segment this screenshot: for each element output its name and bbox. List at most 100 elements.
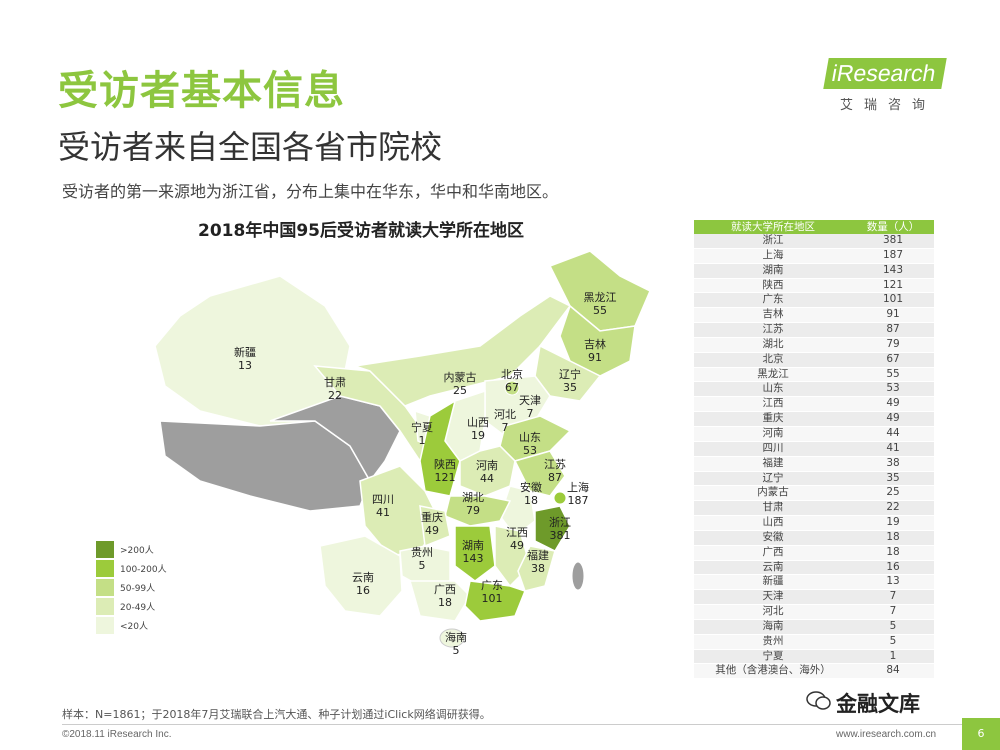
cell-count: 187 <box>882 248 904 261</box>
cell-count: 49 <box>886 412 900 425</box>
cell-region: 湖北 <box>762 337 784 350</box>
map-label-value: 35 <box>563 381 577 394</box>
cell-region: 海南 <box>762 619 784 632</box>
cell-region: 北京 <box>762 352 784 365</box>
map-label-name: 江苏 <box>544 458 566 471</box>
table-row: 云南 16 <box>694 560 934 576</box>
cell-region: 湖南 <box>762 263 784 276</box>
cell-count: 38 <box>886 456 900 469</box>
table-row: 江西 49 <box>694 397 934 413</box>
map-label-value: 22 <box>328 389 342 402</box>
cell-count: 143 <box>882 263 904 276</box>
table-row: 北京 67 <box>694 352 934 368</box>
cell-count: 25 <box>886 486 900 499</box>
table-row: 安徽 18 <box>694 530 934 546</box>
table-row: 甘肃 22 <box>694 501 934 517</box>
cell-count: 44 <box>886 426 900 439</box>
table-row: 其他（含港澳台、海外） 84 <box>694 664 934 680</box>
legend-item: 50-99人 <box>96 578 167 597</box>
map-label-name: 福建 <box>527 548 549 562</box>
map-label-name: 上海 <box>567 480 589 494</box>
region-chongqing <box>419 505 451 548</box>
table-row: 吉林 91 <box>694 308 934 324</box>
cell-region: 宁夏 <box>762 649 784 662</box>
map-label-name: 甘肃 <box>324 376 346 389</box>
table-row: 内蒙古 25 <box>694 486 934 502</box>
region-jilin <box>559 304 636 377</box>
map-label-name: 山东 <box>519 431 541 444</box>
cell-region: 贵州 <box>762 634 784 647</box>
cell-region: 吉林 <box>762 308 784 321</box>
legend-swatch <box>96 579 114 596</box>
cell-count: 7 <box>889 605 897 618</box>
chart-title: 2018年中国95后受访者就读大学所在地区 <box>198 221 524 241</box>
cell-count: 101 <box>882 293 904 306</box>
region-guangxi <box>409 580 471 622</box>
map-label-name: 内蒙古 <box>444 370 477 384</box>
legend-item: <20人 <box>96 616 167 635</box>
region-yunnan <box>319 535 403 617</box>
map-label-name: 山西 <box>467 416 489 429</box>
cell-count: 67 <box>886 352 900 365</box>
map-label-value: 49 <box>510 539 524 552</box>
map-label-value: 79 <box>466 504 480 517</box>
cell-region: 安徽 <box>762 530 784 543</box>
map-label-name: 湖北 <box>462 491 484 504</box>
map-label-name: 天津 <box>519 394 541 407</box>
map-label-name: 吉林 <box>584 337 606 351</box>
page-subtitle: 受访者来自全国各省市院校 <box>58 128 443 166</box>
map-label-value: 55 <box>593 304 607 317</box>
table-row: 广东 101 <box>694 293 934 309</box>
china-province-map: 新疆13甘肃22内蒙古25黑龙江55吉林91辽宁35北京67天津7河北7宁夏1山… <box>154 250 651 657</box>
cell-count: 87 <box>886 323 900 336</box>
cell-count: 16 <box>886 560 900 573</box>
cell-count: 79 <box>886 337 900 350</box>
cell-count: 5 <box>889 634 897 647</box>
cell-count: 381 <box>882 234 904 246</box>
region-zhejiang <box>534 505 571 552</box>
cell-region: 河南 <box>762 426 784 439</box>
map-label-name: 广西 <box>434 583 456 596</box>
map-label-name: 河北 <box>494 408 516 421</box>
table-row: 福建 38 <box>694 456 934 472</box>
map-label-value: 5 <box>419 559 426 572</box>
legend-item: >200人 <box>96 540 167 559</box>
region-guangdong <box>464 580 526 622</box>
map-label-name: 陕西 <box>434 457 456 471</box>
table-row: 陕西 121 <box>694 278 934 294</box>
map-label-value: 49 <box>425 524 439 537</box>
map-label-value: 38 <box>531 562 545 575</box>
cell-region: 山西 <box>762 516 784 529</box>
region-beijing <box>504 380 520 396</box>
table-row: 重庆 49 <box>694 412 934 427</box>
region-hainan <box>439 628 465 648</box>
cell-region: 甘肃 <box>762 501 784 514</box>
map-label-value: 121 <box>435 471 456 484</box>
map-label-name: 辽宁 <box>559 367 581 381</box>
map-label-value: 16 <box>356 584 370 597</box>
map-label-name: 广东 <box>481 579 503 592</box>
table-row: 湖南 143 <box>694 263 934 279</box>
legend-item: 20-49人 <box>96 597 167 616</box>
cell-count: 1 <box>889 649 897 662</box>
cell-count: 19 <box>886 516 900 529</box>
watermark-text: 金融文库 <box>836 692 920 716</box>
map-label-name: 湖南 <box>462 539 484 552</box>
map-label-value: 7 <box>527 407 534 420</box>
table-row: 黑龙江 55 <box>694 367 934 383</box>
cell-count: 18 <box>886 530 900 543</box>
map-label-name: 黑龙江 <box>584 291 617 304</box>
map-label-name: 河南 <box>476 459 498 472</box>
logo-brand: iResearch <box>823 58 947 89</box>
table-row: 贵州 5 <box>694 634 934 650</box>
map-label-value: 7 <box>502 421 509 434</box>
map-label-name: 新疆 <box>234 345 256 359</box>
region-shaanxi <box>419 399 461 497</box>
table-row: 湖北 79 <box>694 337 934 353</box>
cell-count: 13 <box>886 575 900 588</box>
cell-region: 内蒙古 <box>757 486 789 499</box>
map-label-name: 江西 <box>506 526 528 539</box>
table-row: 江苏 87 <box>694 323 934 338</box>
map-label-value: 53 <box>523 444 537 457</box>
footer-divider <box>62 724 962 725</box>
